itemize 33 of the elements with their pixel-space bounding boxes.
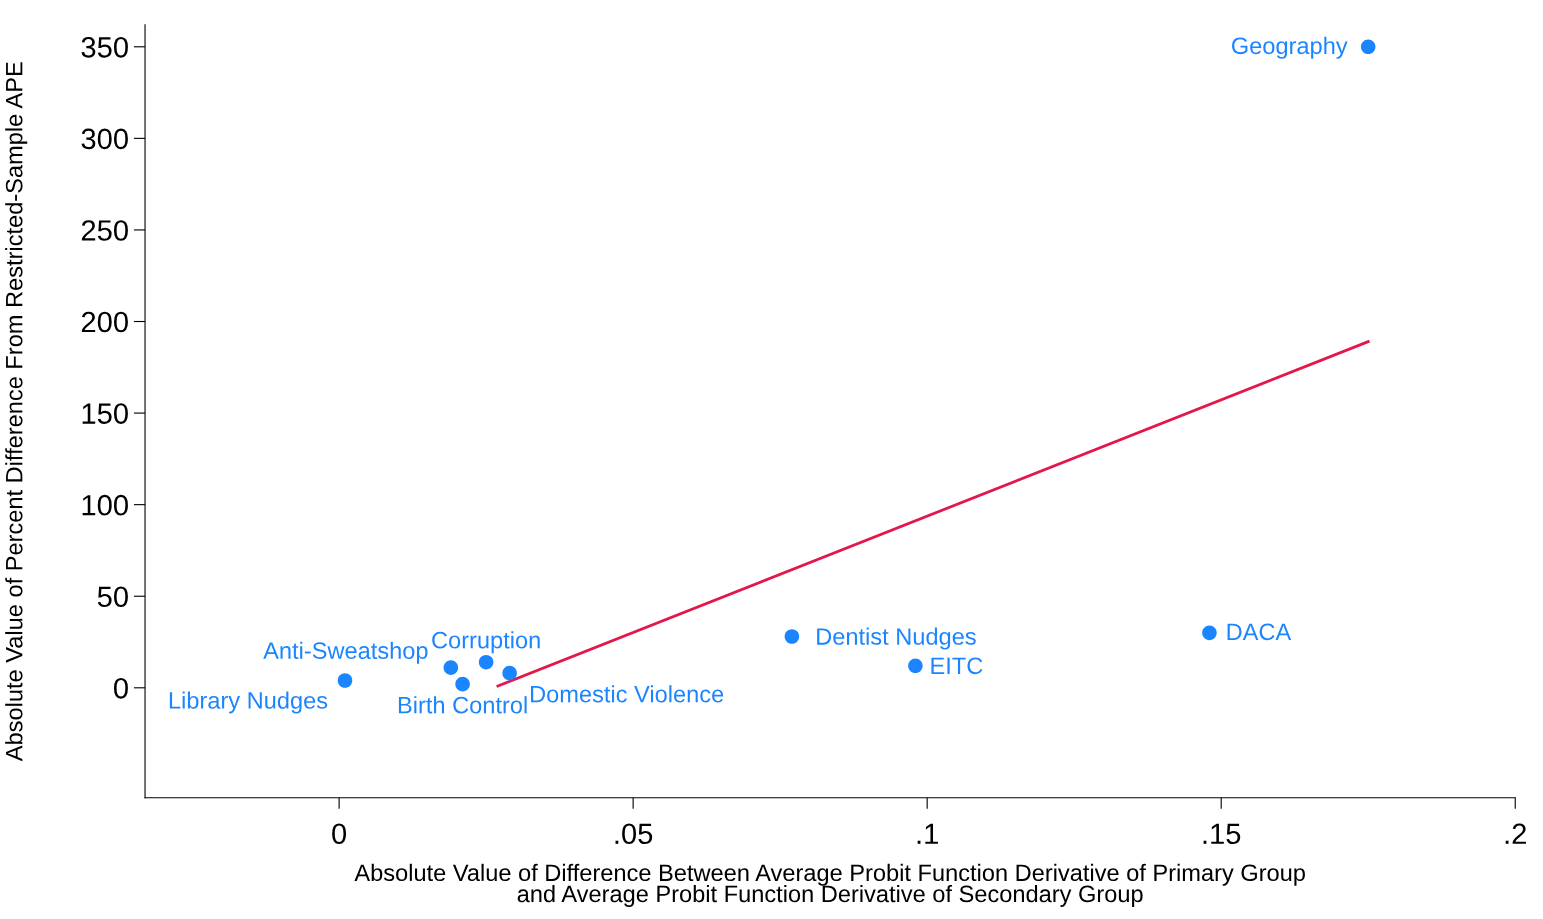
y-axis-title: Absolute Value of Percent Difference From Restricted-Sample APE (5, 62, 28, 762)
point (455, 676, 470, 692)
point (502, 665, 517, 681)
annotation: Birth Control (398, 696, 527, 714)
x-tick-label: .2 (1505, 823, 1526, 844)
y-tick-label: 300 (81, 128, 128, 150)
point (784, 629, 800, 644)
annotation: Anti-Sweatshop (263, 641, 428, 664)
annotation: Geography (1231, 36, 1348, 59)
x-tick-label: .15 (1203, 823, 1241, 845)
annotation: DACA (1227, 623, 1292, 641)
y-tick-label: 0 (113, 678, 128, 699)
point (908, 658, 923, 674)
y-tick-label: 100 (82, 494, 128, 516)
x-tick-label: .1 (917, 823, 938, 844)
point (1360, 39, 1376, 55)
annotation: Domestic Violence (531, 685, 724, 703)
point (443, 660, 459, 675)
point (478, 654, 494, 670)
y-tick-label: 50 (97, 586, 128, 608)
x-tick-label: .05 (615, 823, 653, 845)
y-tick-label: 150 (82, 403, 128, 424)
y-tick-label: 350 (81, 36, 128, 58)
x-axis-title: Absolute Value of Difference Between Average Probit Function Derivative of Primary Group and Average Probit Function Derivative of Secondary Group (354, 863, 1305, 907)
annotation: EITC (931, 657, 983, 675)
point (337, 673, 353, 688)
annotation: Corruption (432, 631, 540, 654)
point (1202, 625, 1217, 641)
y-tick-label: 200 (81, 311, 128, 333)
x-tick-label: 0 (332, 823, 347, 845)
annotation: Library Nudges (169, 691, 328, 714)
y-tick-label: 250 (81, 220, 128, 241)
annotation: Dentist Nudges (817, 627, 976, 650)
